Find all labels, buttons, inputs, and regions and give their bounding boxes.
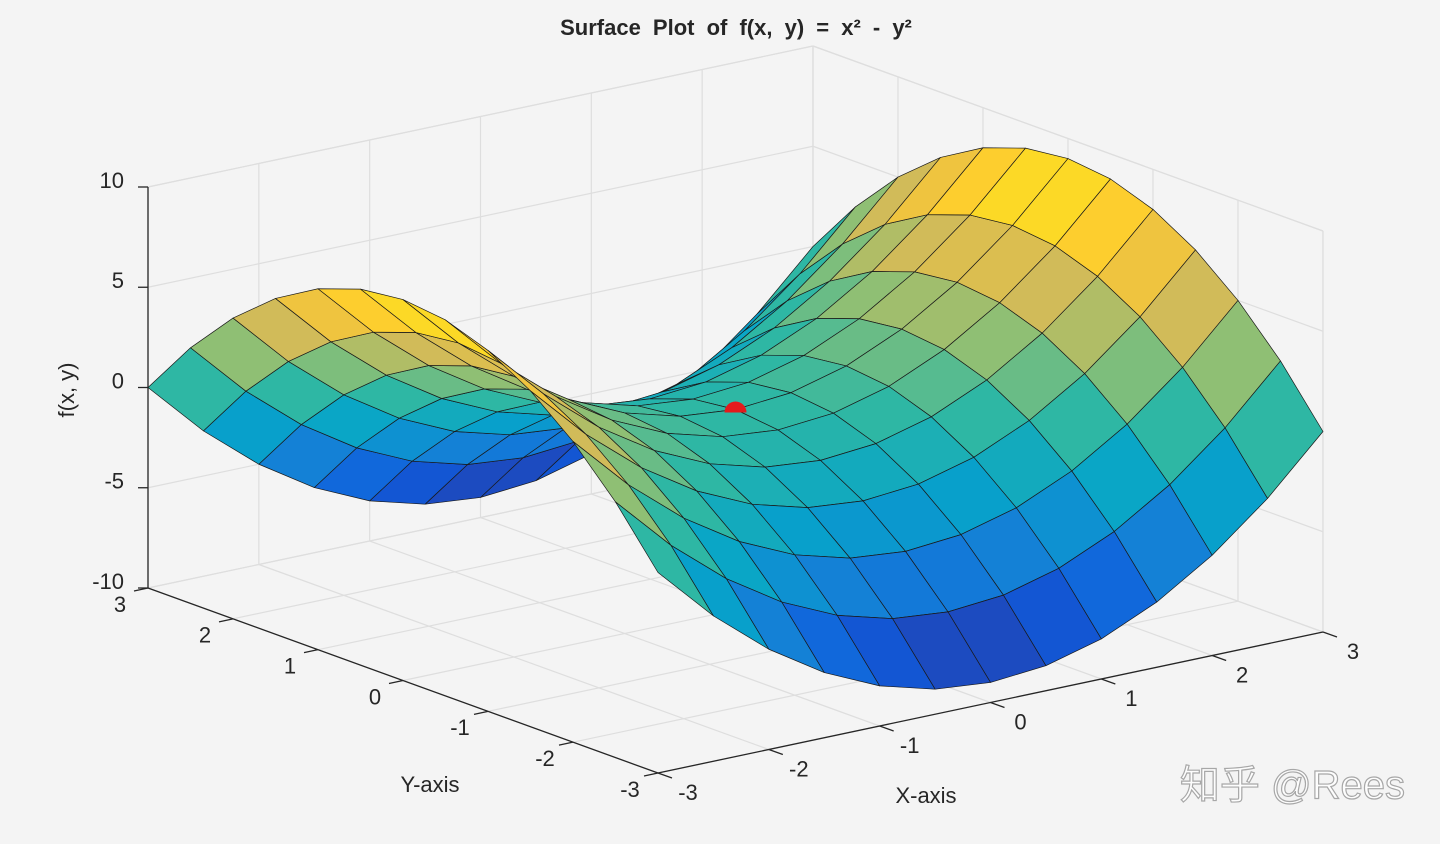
chart-title: Surface Plot of f(x, y) = x² - y² — [560, 15, 912, 40]
surface-patch — [615, 501, 714, 617]
z-tick-label: 5 — [112, 268, 124, 293]
x-tick-label: -1 — [900, 733, 920, 758]
y-tick-label: 1 — [284, 653, 296, 678]
x-tick-label: 1 — [1125, 686, 1137, 711]
y-tick-label: -2 — [535, 746, 555, 771]
grid-line — [812, 45, 1324, 232]
x-tick — [1322, 631, 1338, 638]
z-tick-label: 0 — [112, 368, 124, 393]
y-tick — [133, 587, 149, 592]
x-tick — [1101, 678, 1116, 685]
y-tick — [303, 649, 319, 654]
z-tick-label: -10 — [92, 569, 124, 594]
grid-line — [147, 45, 814, 188]
x-tick — [768, 748, 784, 756]
y-tick — [218, 618, 234, 623]
y-tick — [473, 710, 489, 715]
y-tick — [643, 772, 659, 777]
watermark: 知乎 @Rees — [1180, 764, 1405, 808]
x-tick — [990, 701, 1005, 709]
y-axis-label: Y-axis — [400, 772, 459, 797]
x-tick-label: -3 — [678, 780, 698, 805]
surface — [147, 147, 1324, 690]
x-tick — [1211, 654, 1227, 662]
x-tick-label: -2 — [789, 756, 809, 781]
x-tick-label: 3 — [1347, 639, 1359, 664]
x-tick-label: 2 — [1236, 662, 1248, 687]
y-tick — [558, 741, 574, 746]
z-axis-label: f(x, y) — [54, 363, 79, 418]
z-tick-label: 10 — [100, 168, 124, 193]
z-tick-label: -5 — [104, 469, 124, 494]
saddle-marker — [724, 401, 747, 413]
y-tick-label: -1 — [450, 715, 470, 740]
y-tick-label: 3 — [114, 592, 126, 617]
surface-patch — [1224, 360, 1324, 499]
y-tick-label: 0 — [369, 684, 381, 709]
grid-line — [147, 145, 814, 288]
x-tick-label: 0 — [1014, 709, 1026, 734]
y-tick-label: 2 — [199, 623, 211, 648]
y-tick — [388, 679, 404, 685]
y-tick-label: -3 — [620, 777, 640, 802]
x-tick — [879, 725, 894, 732]
x-tick — [657, 772, 673, 779]
x-axis-label: X-axis — [895, 783, 956, 808]
